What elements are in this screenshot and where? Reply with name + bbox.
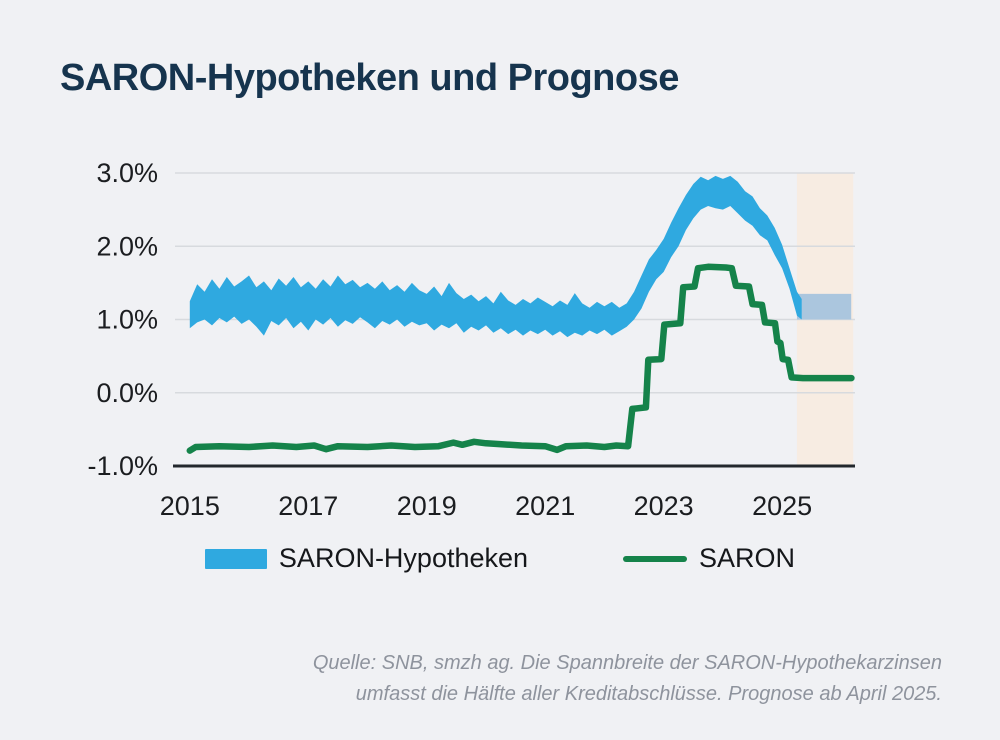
legend-item-saron: SARON [623,543,795,574]
y-tick-label: 1.0% [96,305,158,335]
x-tick-label: 2021 [515,491,575,521]
x-tick-label: 2025 [752,491,812,521]
y-tick-label: 3.0% [96,158,158,188]
legend-label: SARON-Hypotheken [278,543,529,573]
legend-label: SARON [699,543,796,573]
y-tick-label: 2.0% [96,231,158,261]
legend-item-saron-hypotheken: SARON-Hypotheken [204,543,529,574]
saron-hypotheken-band [189,175,802,338]
page-title: SARON-Hypotheken und Prognose [60,57,679,99]
line-swatch-icon [623,555,688,562]
source-note-line2: umfasst die Hälfte aller Kreditabschlüss… [355,683,942,705]
forecast-band [796,293,852,320]
y-tick-label: 0.0% [96,378,158,408]
band-swatch-icon [204,548,267,569]
x-tick-label: 2015 [160,491,220,521]
saron-line [186,263,855,454]
x-tick-label: 2023 [634,491,694,521]
x-tick-label: 2019 [397,491,457,521]
chart-legend: SARON-Hypotheken SARON [0,543,1000,574]
y-tick-label: -1.0% [87,451,158,481]
source-note: Quelle: SNB, smzh ag. Die Spannbreite de… [313,648,942,710]
source-note-line1: Quelle: SNB, smzh ag. Die Spannbreite de… [312,652,942,674]
x-tick-label: 2017 [278,491,338,521]
